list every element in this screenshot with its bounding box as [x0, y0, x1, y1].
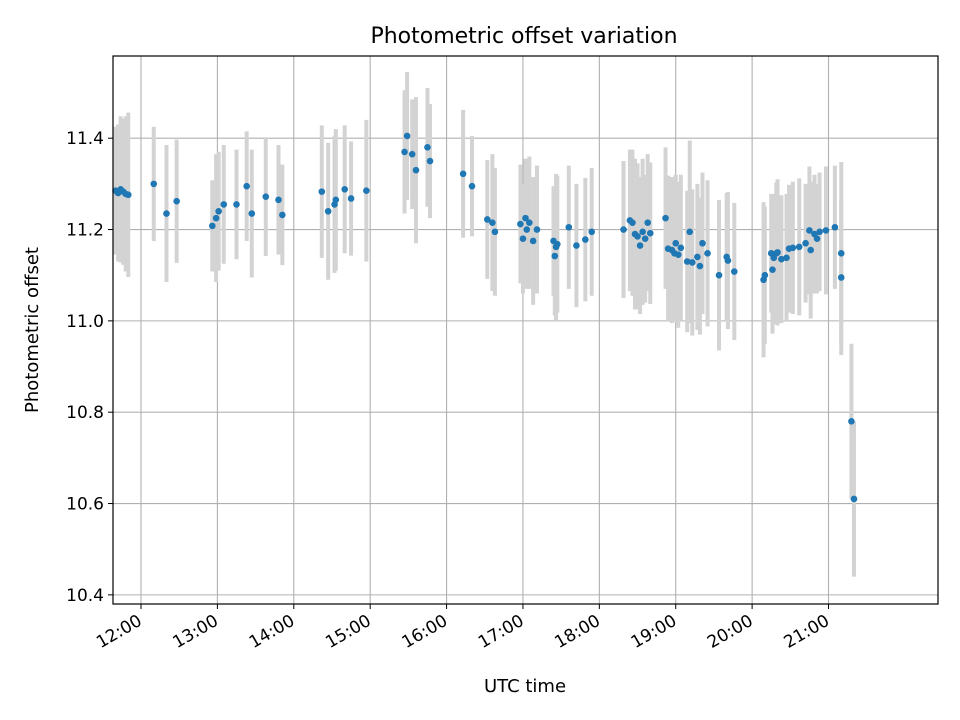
data-point [644, 219, 652, 226]
data-point [848, 418, 855, 425]
data-point [769, 266, 776, 274]
data-point [634, 233, 641, 240]
data-point [215, 207, 222, 215]
y-axis-ticks: 10.4 10.6 10.8 11.0 11.2 11.4 [66, 129, 113, 606]
data-point [124, 191, 132, 199]
y-tick-label: 11.4 [66, 129, 104, 149]
data-point [683, 258, 691, 265]
data-point [724, 257, 732, 264]
data-point [324, 207, 332, 215]
data-point [459, 170, 467, 178]
data-point [837, 274, 845, 281]
data-point [403, 132, 411, 140]
data-point [778, 255, 785, 263]
data-point [412, 166, 420, 174]
data-point [551, 252, 559, 260]
y-tick-label: 10.4 [66, 586, 104, 606]
data-point [248, 210, 256, 217]
data-point [783, 254, 790, 262]
data-point [629, 219, 636, 226]
data-point [526, 219, 533, 226]
grid-lines [113, 56, 938, 604]
data-point [332, 196, 340, 204]
data-point [279, 211, 286, 219]
data-point [704, 249, 711, 257]
data-point [491, 228, 499, 236]
data-point [646, 229, 654, 237]
data-point [565, 223, 573, 231]
data-point [484, 216, 491, 223]
data-point [831, 223, 839, 231]
data-point [554, 240, 561, 248]
data-point [822, 227, 830, 234]
data-point [715, 271, 723, 279]
data-point [688, 259, 696, 266]
data-point [672, 239, 680, 247]
data-point [341, 186, 349, 193]
data-point [639, 228, 646, 236]
data-point [424, 144, 431, 151]
data-points [112, 132, 858, 503]
data-point [677, 244, 685, 252]
y-tick-label: 10.8 [66, 403, 104, 423]
x-axis-label: UTC time [484, 676, 566, 697]
data-point [209, 222, 216, 230]
data-point [674, 251, 682, 258]
data-point [789, 244, 797, 252]
chart-title: Photometric offset variation [370, 24, 677, 49]
data-point [699, 239, 706, 247]
data-point [662, 214, 669, 222]
data-point [523, 226, 531, 233]
data-point [347, 195, 355, 202]
data-point [807, 246, 814, 254]
data-point [533, 226, 541, 233]
data-point [243, 182, 250, 190]
data-point [212, 214, 220, 222]
data-point [150, 180, 158, 188]
data-point [620, 226, 627, 233]
data-point [318, 188, 326, 195]
data-point [529, 237, 537, 245]
data-point [173, 197, 180, 205]
y-tick-label: 11.0 [66, 312, 104, 332]
data-point [468, 182, 476, 190]
data-point [761, 271, 769, 279]
plot-frame [112, 55, 939, 605]
data-point [426, 157, 434, 165]
data-point [636, 242, 644, 249]
data-point [233, 201, 240, 208]
data-point [573, 242, 580, 249]
data-point [795, 243, 803, 251]
data-point [275, 196, 282, 204]
data-point [641, 235, 649, 242]
data-point [163, 210, 170, 217]
data-point [519, 235, 527, 242]
y-tick-label: 10.6 [66, 495, 104, 515]
data-point [694, 253, 701, 261]
y-axis-label: Photometric offset [22, 247, 43, 413]
data-point [686, 228, 694, 236]
data-point [696, 262, 704, 270]
y-tick-label: 11.2 [66, 221, 104, 241]
data-point [813, 235, 821, 242]
data-point [588, 228, 596, 236]
data-point [730, 268, 738, 275]
data-point [262, 193, 270, 200]
data-point [837, 249, 845, 257]
data-point [806, 227, 813, 234]
data-point [408, 150, 416, 158]
data-point [517, 220, 524, 228]
data-point [522, 214, 529, 222]
data-point [401, 148, 408, 156]
data-point [802, 239, 809, 247]
data-point [489, 219, 496, 226]
data-point [816, 228, 823, 236]
data-point [363, 187, 370, 195]
data-point [850, 495, 858, 503]
data-point [774, 249, 781, 256]
data-point [220, 201, 228, 208]
data-point [582, 236, 589, 243]
